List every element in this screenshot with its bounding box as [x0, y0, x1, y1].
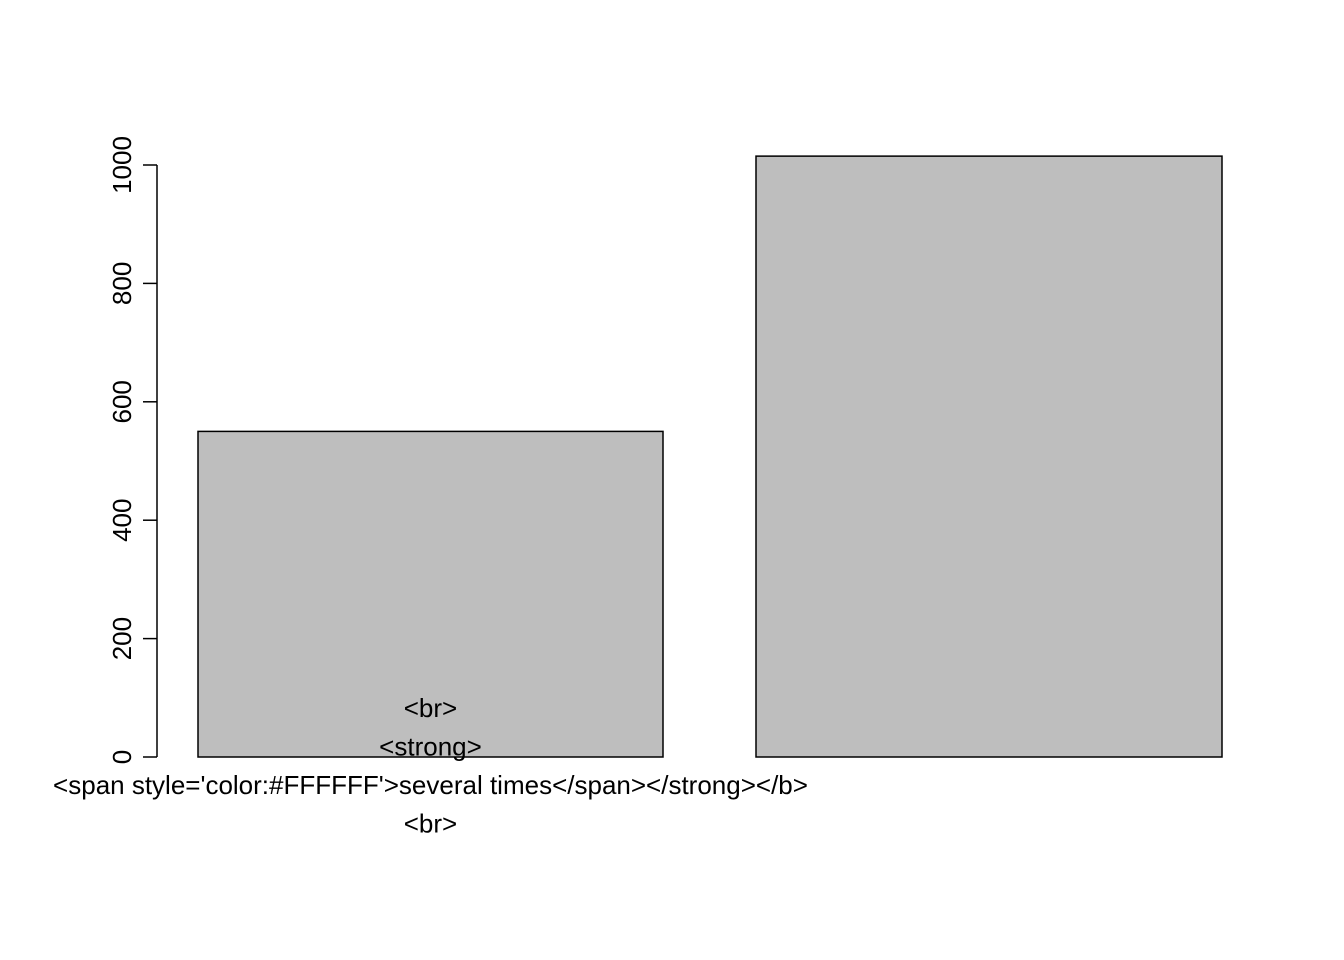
x-axis-labels: <br> <strong> <span style='color:#FFFFFF'>… — [53, 693, 808, 839]
y-tick-label: 800 — [107, 262, 137, 305]
y-tick-label: 600 — [107, 380, 137, 423]
y-tick-label: 1000 — [107, 136, 137, 194]
x-tick-label: <br> <strong> <span style='color:#FFFFFF'>… — [53, 693, 808, 839]
y-tick-label: 200 — [107, 617, 137, 660]
y-tick-label: 0 — [107, 750, 137, 764]
bars — [197, 155, 1223, 758]
bar — [197, 430, 664, 758]
y-tick-label: 400 — [107, 499, 137, 542]
bar — [755, 155, 1223, 758]
y-axis: 0 200 400 600 800 1000 — [107, 136, 158, 764]
